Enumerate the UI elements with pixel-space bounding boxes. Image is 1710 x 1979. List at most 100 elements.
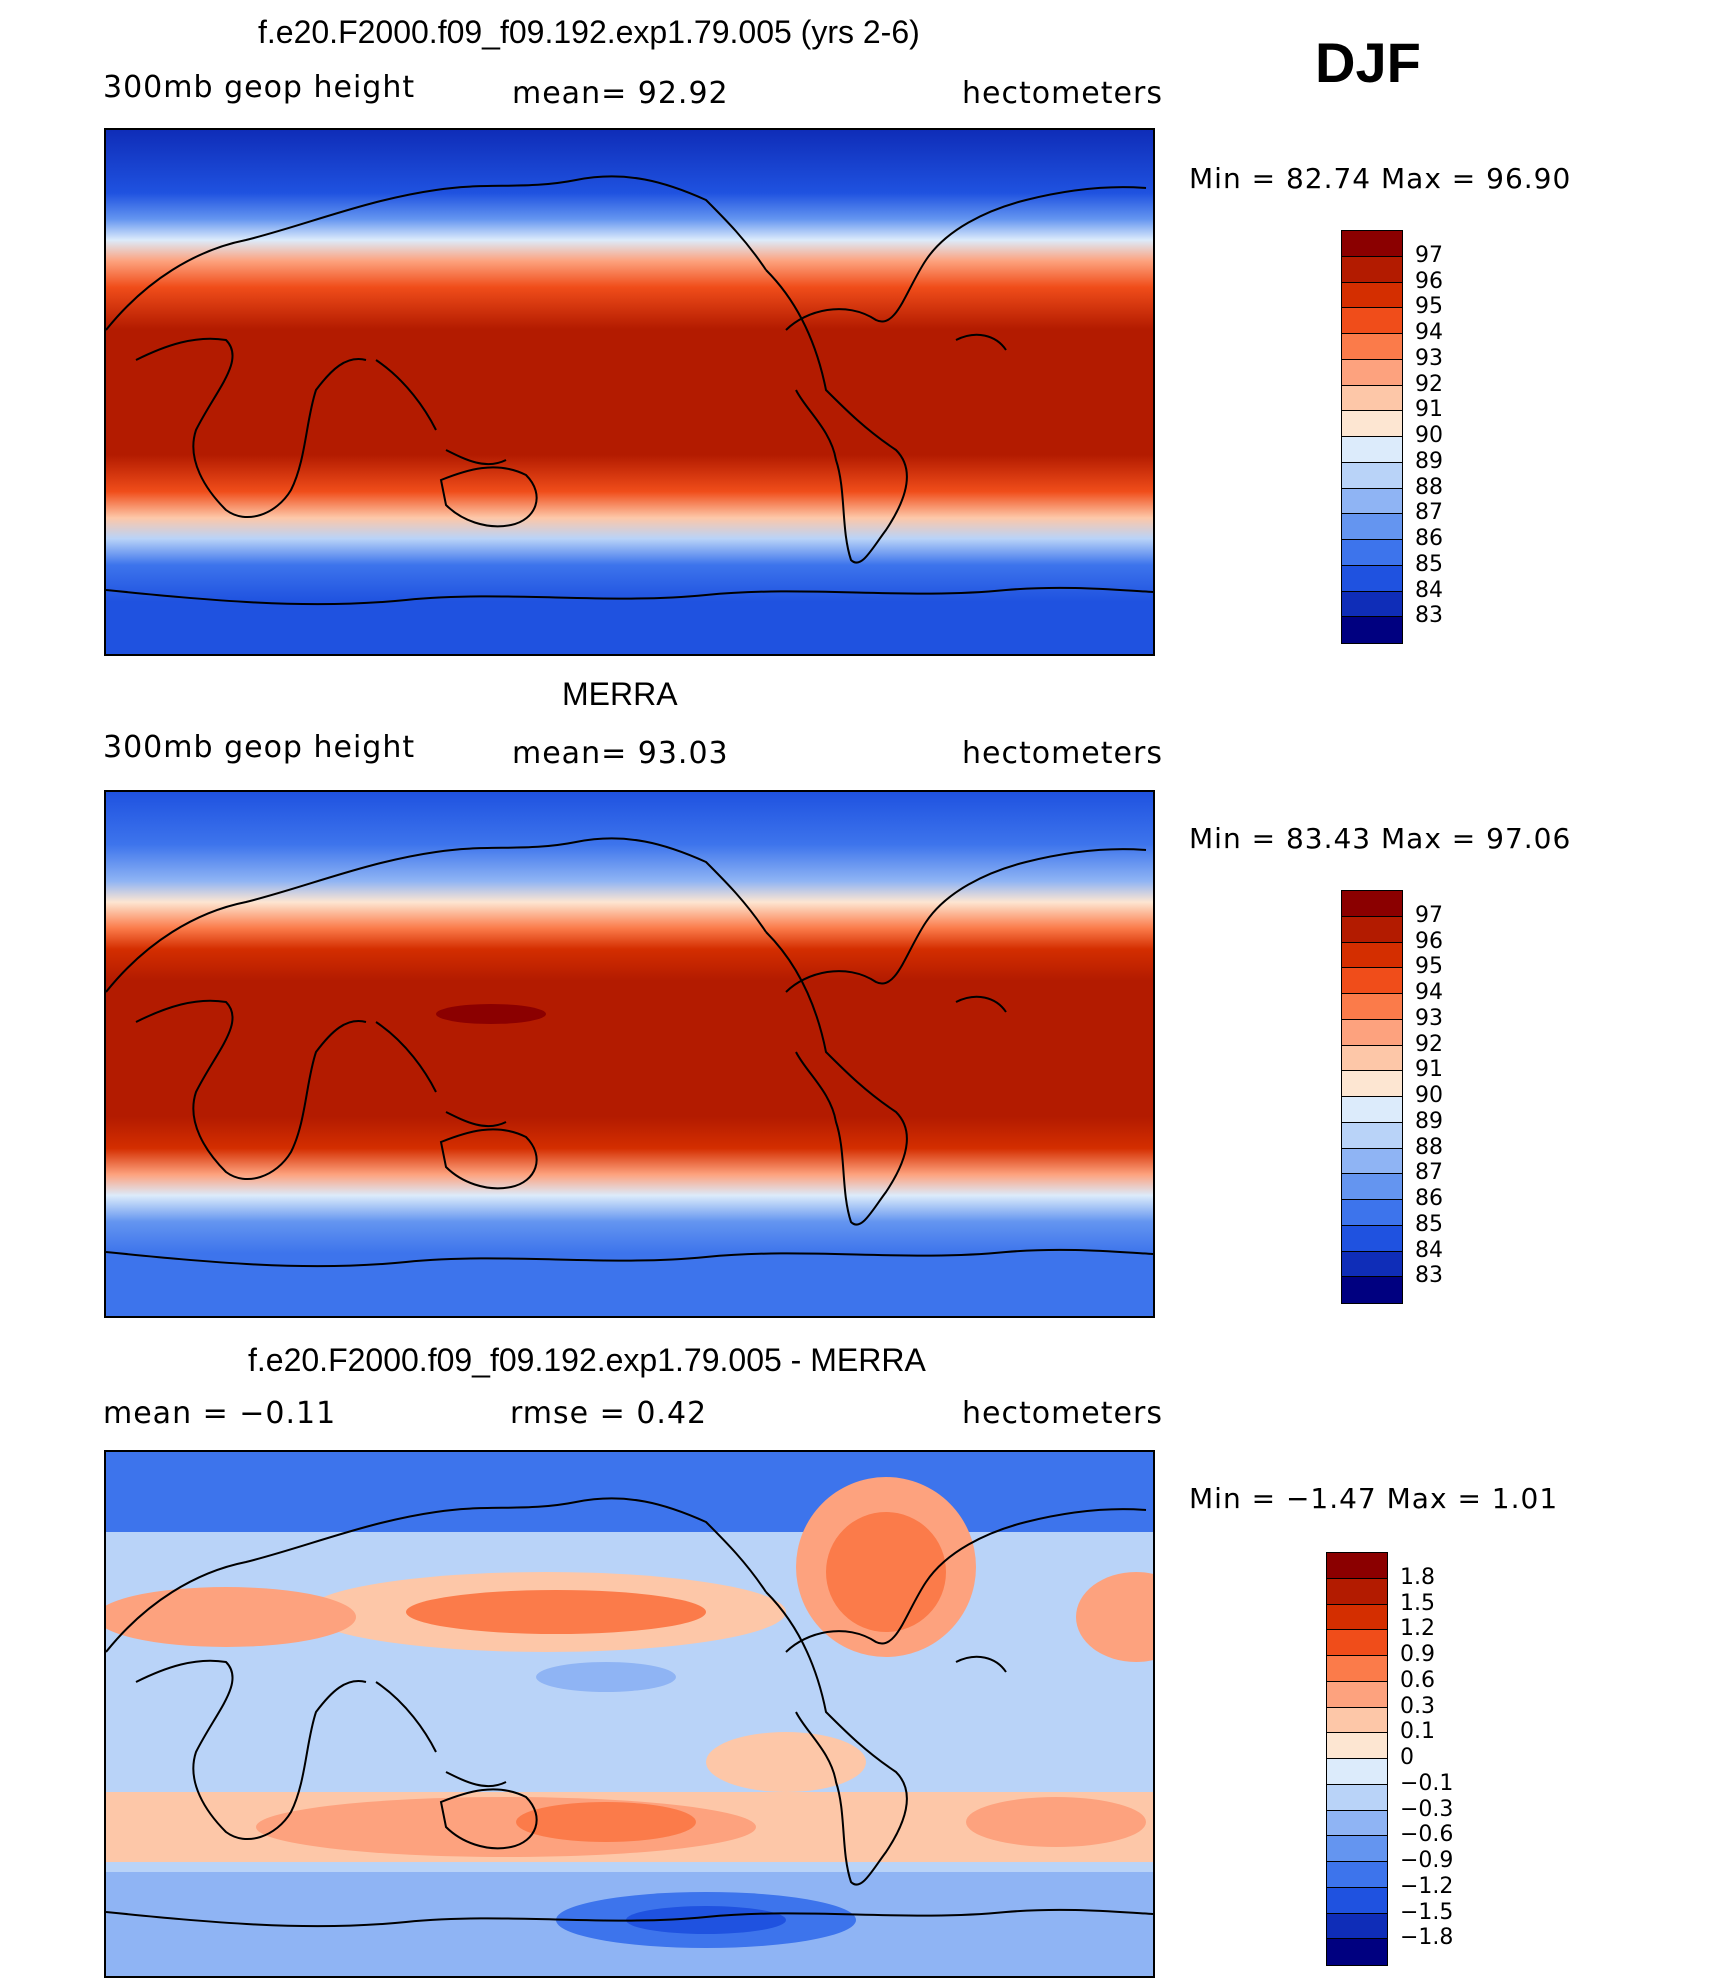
colorbar-tick-label: 97 [1415, 242, 1443, 268]
colorbar-tick-label: 1.8 [1400, 1564, 1435, 1590]
colorbar-tick-label: 91 [1415, 1057, 1443, 1083]
colorbar-segment [1327, 1810, 1387, 1837]
colorbar-segment [1342, 916, 1402, 943]
colorbar-segment [1342, 231, 1402, 257]
colorbar-tick-label: 87 [1415, 1160, 1443, 1186]
colorbar-tick-label: 91 [1415, 397, 1443, 423]
panel-2-title: MERRA [562, 676, 678, 712]
panel-2-map [104, 790, 1155, 1318]
colorbar-segment [1327, 1707, 1387, 1734]
colorbar-tick-label: 90 [1415, 423, 1443, 448]
colorbar-tick-label: 93 [1415, 345, 1443, 371]
colorbar-tick-label: 86 [1415, 526, 1443, 551]
colorbar-tick-label: 94 [1415, 320, 1443, 345]
colorbar-tick-label: 83 [1415, 603, 1443, 629]
colorbar-tick-label: 92 [1415, 1031, 1443, 1057]
panel-1-title: f.e20.F2000.f09_f09.192.exp1.79.005 (yrs… [258, 14, 920, 50]
colorbar-segment [1327, 1913, 1387, 1940]
colorbar-segment [1342, 514, 1402, 540]
colorbar-segment [1327, 1759, 1387, 1785]
panel-3-rmse-label: rmse = 0.42 [510, 1396, 708, 1431]
colorbar-tick-label: −1.8 [1400, 1925, 1454, 1951]
colorbar-segment [1327, 1681, 1387, 1708]
colorbar-tick-label: 0.3 [1400, 1693, 1435, 1719]
colorbar-tick-label: 90 [1415, 1083, 1443, 1108]
panel-3-units-label: hectometers [962, 1396, 1163, 1431]
colorbar-segment [1342, 565, 1402, 592]
colorbar-tick-label: 93 [1415, 1005, 1443, 1031]
panel-3-title: f.e20.F2000.f09_f09.192.exp1.79.005 - ME… [248, 1342, 926, 1378]
colorbar-segment [1342, 968, 1402, 994]
colorbar-segment [1342, 591, 1402, 618]
colorbar-tick-label: 88 [1415, 1134, 1443, 1160]
colorbar-tick-label: 83 [1415, 1263, 1443, 1289]
colorbar-tick-label: 89 [1415, 1108, 1443, 1134]
colorbar-tick-label: 92 [1415, 371, 1443, 397]
colorbar-segment [1327, 1939, 1387, 1965]
panel-1-field-label: 300mb geop height [103, 70, 416, 105]
colorbar-segment [1342, 1148, 1402, 1175]
panel-1-minmax: Min = 82.74 Max = 96.90 [1189, 162, 1572, 195]
colorbar-segment [1342, 385, 1402, 412]
colorbar-segment [1342, 437, 1402, 463]
colorbar-segment [1327, 1836, 1387, 1862]
colorbar-tick-label: 86 [1415, 1186, 1443, 1211]
colorbar-segment [1342, 1277, 1402, 1303]
colorbar-segment [1342, 540, 1402, 566]
colorbar-segment [1342, 994, 1402, 1020]
colorbar-segment [1327, 1578, 1387, 1605]
colorbar-segment [1327, 1862, 1387, 1888]
colorbar-segment [1342, 617, 1402, 643]
colorbar-tick-label: −0.1 [1400, 1770, 1454, 1796]
panel-1-mean-label: mean= 92.92 [512, 76, 729, 111]
colorbar-segment [1342, 1019, 1402, 1046]
colorbar-tick-label: 85 [1415, 551, 1443, 577]
colorbar-tick-label: 0.9 [1400, 1642, 1435, 1667]
colorbar-tick-label: −0.3 [1400, 1796, 1454, 1822]
colorbar-tick-label: 0.6 [1400, 1667, 1435, 1693]
colorbar-tick-label: 1.5 [1400, 1590, 1435, 1616]
colorbar-segment [1342, 462, 1402, 489]
panel-2-mean-label: mean= 93.03 [512, 736, 729, 771]
colorbar-tick-label: 1.2 [1400, 1616, 1435, 1642]
colorbar-tick-label: 89 [1415, 448, 1443, 474]
colorbar-tick-label: 94 [1415, 980, 1443, 1005]
panel-1-units-label: hectometers [962, 76, 1163, 111]
colorbar-segment [1342, 282, 1402, 309]
colorbar-segment [1342, 1097, 1402, 1123]
panel-3-minmax: Min = −1.47 Max = 1.01 [1189, 1482, 1559, 1515]
panel-1-colorbar [1341, 230, 1403, 644]
colorbar-segment [1342, 1174, 1402, 1200]
colorbar-segment [1327, 1733, 1387, 1759]
colorbar-segment [1342, 1071, 1402, 1097]
colorbar-segment [1327, 1604, 1387, 1631]
panel-2-minmax: Min = 83.43 Max = 97.06 [1189, 822, 1572, 855]
panel-3-mean-label: mean = −0.11 [103, 1396, 337, 1431]
colorbar-tick-label: 87 [1415, 500, 1443, 526]
colorbar-tick-label: 84 [1415, 577, 1443, 603]
colorbar-segment [1342, 488, 1402, 515]
colorbar-segment [1342, 1251, 1402, 1278]
colorbar-tick-label: 0.1 [1400, 1719, 1435, 1745]
colorbar-segment [1327, 1784, 1387, 1811]
colorbar-segment [1342, 1045, 1402, 1072]
colorbar-tick-label: 0 [1400, 1745, 1414, 1770]
colorbar-tick-label: −0.9 [1400, 1848, 1454, 1873]
panel-2-field-label: 300mb geop height [103, 730, 416, 765]
colorbar-tick-label: −1.2 [1400, 1873, 1454, 1899]
colorbar-tick-label: 97 [1415, 902, 1443, 928]
panel-2-colorbar [1341, 890, 1403, 1304]
colorbar-tick-label: 84 [1415, 1237, 1443, 1263]
colorbar-segment [1342, 359, 1402, 386]
colorbar-segment [1342, 1200, 1402, 1226]
colorbar-segment [1342, 308, 1402, 334]
colorbar-segment [1327, 1656, 1387, 1682]
colorbar-segment [1327, 1630, 1387, 1656]
colorbar-segment [1342, 1122, 1402, 1149]
season-label: DJF [1315, 31, 1421, 94]
panel-3-map [104, 1450, 1155, 1978]
colorbar-segment [1342, 334, 1402, 360]
colorbar-segment [1342, 1225, 1402, 1252]
colorbar-tick-label: 95 [1415, 954, 1443, 980]
colorbar-tick-label: 95 [1415, 294, 1443, 320]
